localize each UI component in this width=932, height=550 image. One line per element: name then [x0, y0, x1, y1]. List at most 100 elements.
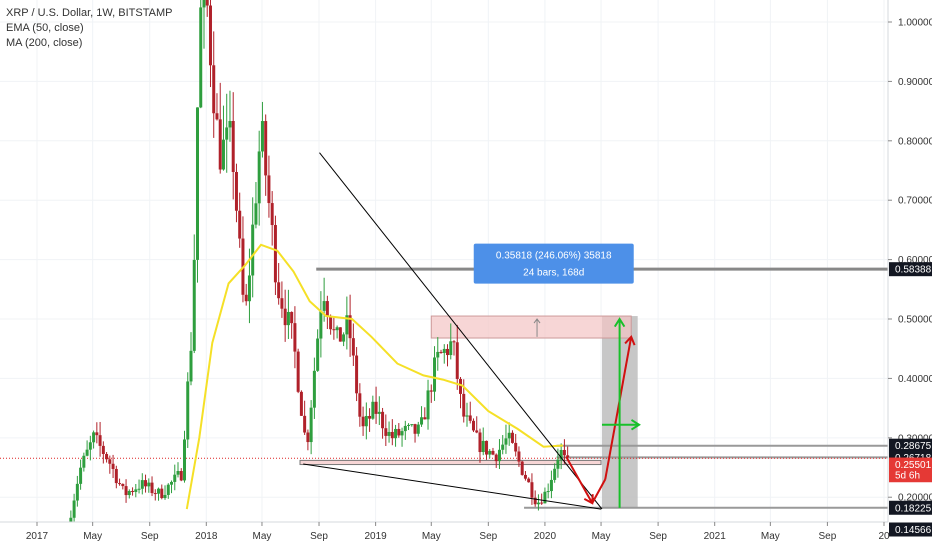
candle-body [436, 351, 440, 358]
candle-body [355, 355, 359, 394]
candle-body [202, 0, 206, 8]
ema-legend-item[interactable]: EMA (50, close) [6, 22, 84, 34]
candle-body [290, 311, 294, 324]
candle-body [342, 334, 346, 342]
candle-body [384, 428, 388, 436]
symbol-title[interactable]: XRP / U.S. Dollar, 1W, BITSTAMP [6, 7, 173, 19]
candle-body [348, 315, 352, 339]
candle-body [273, 225, 277, 283]
candle-body [264, 121, 268, 176]
time-tick-label: May [83, 531, 102, 542]
annotations-foreground [303, 152, 641, 510]
candle-body [514, 442, 518, 452]
time-tick-label: Sep [479, 531, 497, 542]
candle-body [553, 468, 557, 480]
candle-body [501, 444, 505, 450]
drop-arrow [565, 456, 594, 504]
candle-body [335, 327, 339, 331]
candle-body [475, 430, 479, 433]
candle-body [559, 449, 563, 460]
candle-body [166, 484, 170, 495]
price-tag [889, 438, 932, 453]
time-tick-label: 2018 [195, 531, 218, 542]
candle-body [101, 445, 105, 454]
candle-body [556, 459, 560, 469]
candle-body [364, 415, 368, 427]
candle-body [231, 120, 235, 173]
time-tick-label: 2020 [534, 531, 557, 542]
candle-body [325, 301, 329, 317]
candle-body [218, 119, 222, 170]
candle-body [540, 502, 544, 504]
rally-arrow-head [624, 334, 636, 346]
time-tick-label: Sep [141, 531, 159, 542]
candle-body [442, 348, 446, 353]
candle-body [260, 121, 264, 152]
candle-body [195, 107, 199, 260]
candle-body [293, 323, 297, 352]
measure-tool[interactable]: 0.35818 (246.06%) 35818 24 bars, 168d [473, 243, 634, 284]
candle-body [536, 502, 540, 505]
candle-body [426, 390, 430, 420]
candle-body [192, 259, 196, 351]
candle-body [228, 120, 232, 128]
price-tag [889, 262, 932, 277]
candle-body [478, 432, 482, 453]
chart-legend: XRP / U.S. Dollar, 1W, BITSTAMP EMA (50,… [6, 6, 172, 51]
candle-body [465, 415, 469, 417]
candle-body [368, 415, 372, 419]
candle-body [160, 488, 164, 499]
candle-body [481, 440, 485, 453]
candle-body [410, 424, 414, 426]
candle-body [527, 478, 531, 483]
candle-body [387, 431, 391, 436]
candle-body [446, 348, 450, 356]
candle-body [377, 411, 381, 414]
price-tag-label: 0.28675 [895, 441, 932, 452]
candle-body [338, 327, 342, 342]
time-tick-label: 2021 [704, 531, 727, 542]
candle-body [407, 424, 411, 426]
price-tag [889, 522, 932, 537]
price-tag [889, 500, 932, 515]
candle-body [137, 488, 141, 490]
candle-body [215, 113, 219, 120]
target-up-arrow-head [613, 317, 626, 328]
time-axis[interactable]: 2017 May Sep 2018 May Sep 2019 May Sep 2020 May Sep… [0, 521, 890, 550]
rebound-arrow-base [591, 478, 607, 504]
time-tick-label: 20 [878, 531, 890, 542]
candle-body [507, 432, 511, 439]
candle-body [322, 301, 326, 311]
price-tag-label: 0.25501 [895, 460, 932, 471]
candle-body [244, 294, 248, 302]
candle-body [105, 453, 109, 460]
price-tag-label: 5d 6h [895, 471, 920, 482]
rally-arrow [604, 336, 633, 480]
price-axis[interactable]: 1.00000 0.90000 0.80000 0.70000 0.60000 0.500… [887, 0, 932, 550]
candle-body [286, 311, 290, 326]
candle-body [400, 431, 404, 436]
candle-body [455, 342, 459, 379]
time-tick-label: May [592, 531, 611, 542]
candle-body [296, 351, 300, 392]
candle-body [403, 425, 407, 432]
candle-body [144, 480, 148, 487]
lower-trendline [303, 463, 602, 510]
candle-body [381, 411, 385, 429]
candle-body [82, 455, 86, 468]
candle-body [95, 432, 99, 436]
candle-body [316, 338, 320, 371]
candle-body [72, 500, 76, 518]
candle-body [283, 308, 287, 326]
candle-body [98, 435, 102, 446]
ma-legend-item[interactable]: MA (200, close) [6, 37, 83, 49]
candle-body [121, 483, 125, 487]
grid-lines [0, 0, 888, 522]
candle-body [520, 461, 524, 475]
supply-zone [430, 315, 632, 339]
zone-marker-head [533, 318, 541, 324]
candle-body [530, 482, 534, 498]
candle-body [416, 424, 420, 434]
candle-body [510, 432, 514, 443]
